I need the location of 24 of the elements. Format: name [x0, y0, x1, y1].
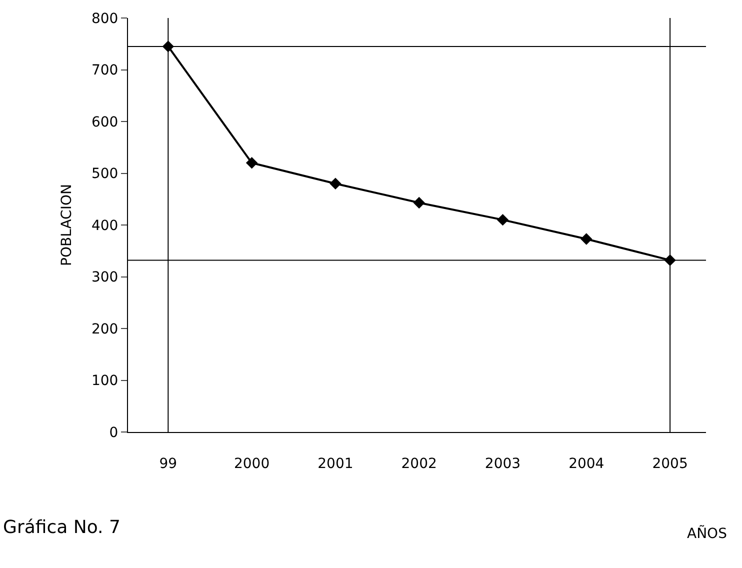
point [496, 214, 509, 226]
point [246, 157, 258, 169]
x-tick-label: 2001 [318, 456, 354, 472]
y-tick-label: 500 [91, 166, 118, 182]
x-axis-title: AÑOS [687, 525, 728, 542]
y-tick-label: 400 [91, 218, 118, 234]
y-tick-label: 800 [91, 10, 118, 27]
y-tick-label: 700 [91, 62, 118, 79]
point [330, 178, 342, 190]
x-tick-label: 2002 [401, 456, 437, 472]
point [413, 196, 425, 209]
y-axis-title: POBLACION [59, 184, 76, 266]
y-tick-label: 200 [91, 321, 118, 338]
x-tick-label: 2005 [652, 456, 688, 472]
point [580, 233, 592, 245]
y-tick-label: 600 [91, 114, 118, 130]
x-tick-label: 2003 [484, 456, 521, 472]
x-tick-label: 2000 [234, 456, 270, 472]
x-tick-label: 99 [159, 456, 178, 472]
text: Gráfica No. 7 [3, 517, 120, 538]
x-tick-label: 2004 [568, 456, 604, 472]
y-tick-label: 100 [91, 373, 118, 390]
y-tick-label: 0 [109, 424, 118, 441]
y-tick-label: 300 [91, 270, 118, 286]
